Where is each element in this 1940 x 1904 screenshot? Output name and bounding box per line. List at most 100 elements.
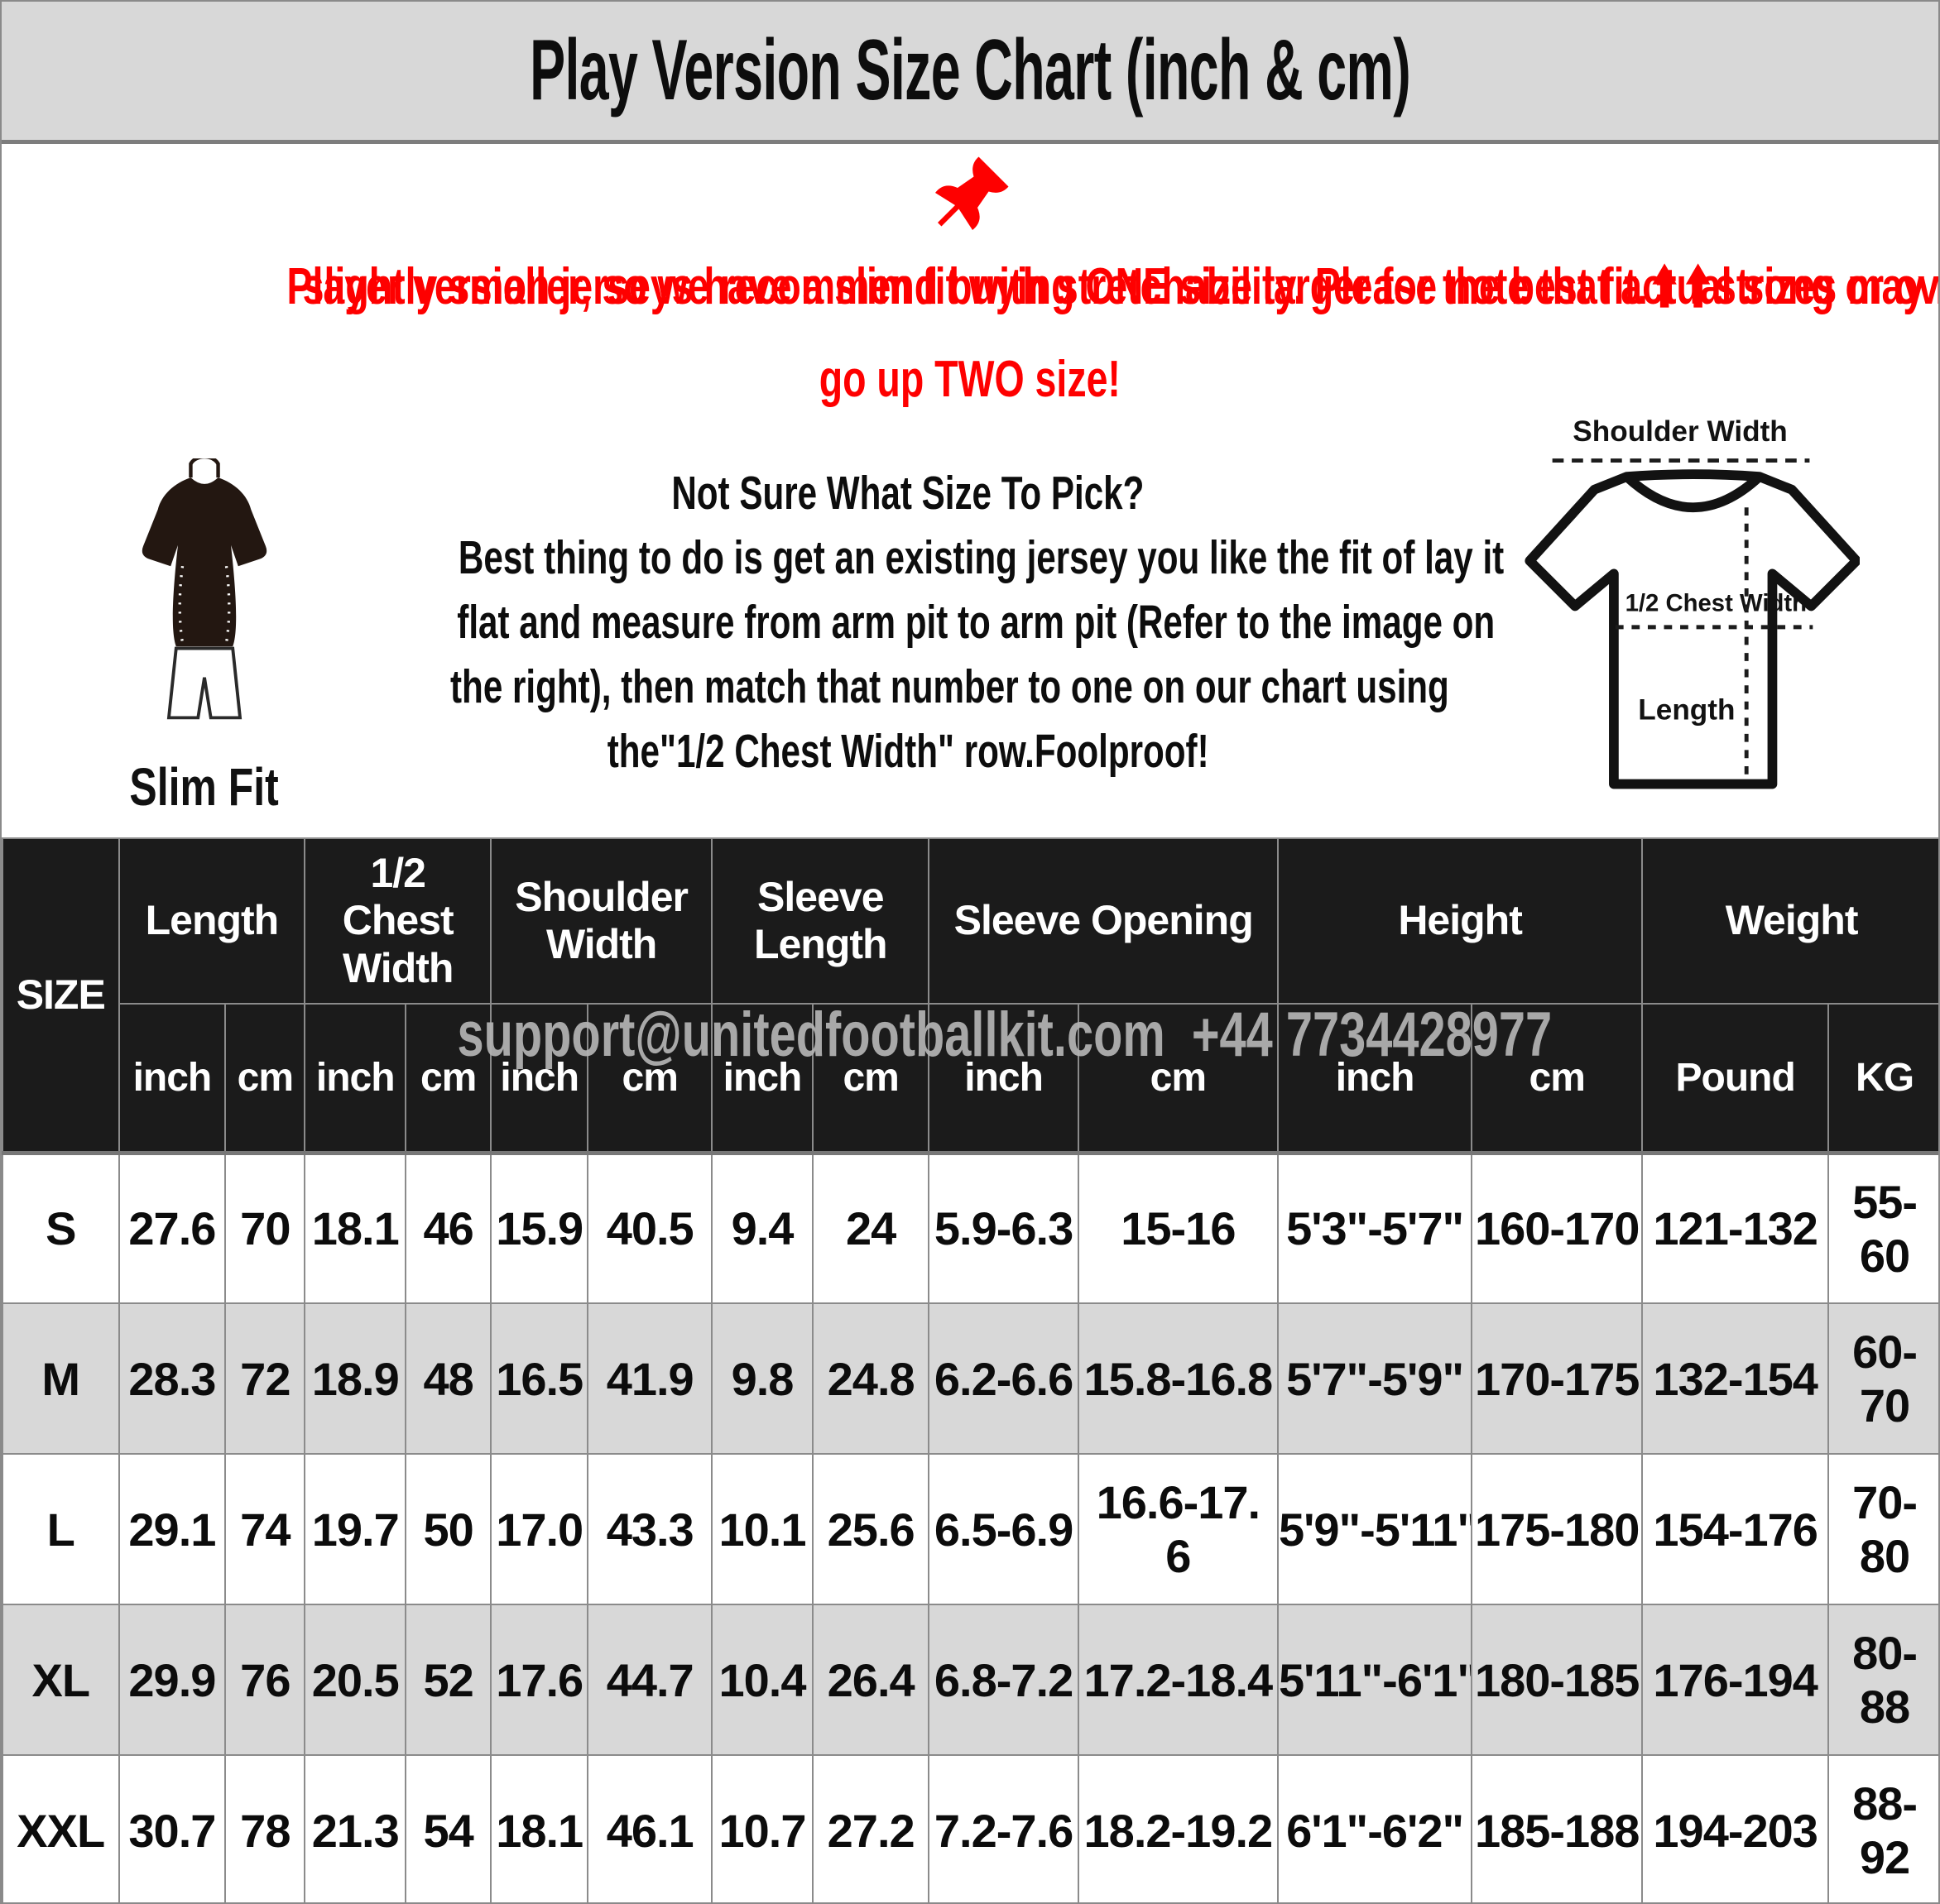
slim-fit-icon bbox=[142, 458, 267, 720]
col-group-sleeve-opening: Sleeve Opening bbox=[928, 837, 1279, 1005]
cell: 27.6 bbox=[118, 1150, 227, 1304]
unit-header: cm bbox=[811, 1003, 930, 1153]
col-group-weight: Weight bbox=[1641, 837, 1938, 1005]
cell: 176-194 bbox=[1641, 1604, 1830, 1756]
cell: 28.3 bbox=[118, 1302, 227, 1455]
cell: 29.9 bbox=[118, 1604, 227, 1756]
guide-heading-text: Not Sure What Size To Pick? bbox=[671, 467, 1145, 520]
page-title: Play Version Size Chart (inch & cm) bbox=[529, 22, 1411, 118]
unit-header: cm bbox=[224, 1003, 306, 1153]
up-arrow-icon bbox=[1683, 246, 1712, 308]
cell: 26.4 bbox=[811, 1604, 930, 1756]
size-table: SIZE Length 1/2 Chest Width Shoulder Wid… bbox=[2, 837, 1938, 1902]
diagram-shoulder-label: Shoulder Width bbox=[1573, 415, 1788, 448]
guide-line: the"1/2 Chest Width" row.Foolproof! bbox=[275, 719, 1541, 784]
cell: 74 bbox=[224, 1453, 306, 1605]
cell: 5'11"-6'1" bbox=[1276, 1604, 1473, 1756]
cell: 29.1 bbox=[118, 1453, 227, 1605]
up-arrow-icon bbox=[1650, 246, 1679, 308]
cell: 43.3 bbox=[587, 1453, 713, 1605]
cell: 72 bbox=[224, 1302, 306, 1455]
cell: 6.5-6.9 bbox=[928, 1453, 1079, 1605]
notice-text-2a: slightly smaller, so we recommend buying… bbox=[302, 258, 1648, 315]
slim-fit-label-text: Slim Fit bbox=[129, 757, 280, 817]
cell: 10.4 bbox=[711, 1604, 814, 1756]
title-band: Play Version Size Chart (inch & cm) bbox=[2, 2, 1938, 144]
guide-line: flat and measure from arm pit to arm pit… bbox=[275, 590, 1541, 655]
slim-fit-figure: Slim Fit bbox=[80, 458, 329, 818]
diagram-chest-label: 1/2 Chest Width bbox=[1625, 589, 1807, 616]
cell: 194-203 bbox=[1641, 1754, 1830, 1902]
cell: 70-80 bbox=[1827, 1453, 1938, 1605]
unit-header: inch bbox=[928, 1003, 1079, 1153]
cell: 20.5 bbox=[304, 1604, 407, 1756]
table-row-xxl: XXL 30.7 78 21.3 54 18.1 46.1 10.7 27.2 … bbox=[2, 1754, 1938, 1902]
diagram-length-label: Length bbox=[1638, 693, 1735, 726]
col-group-shoulder: Shoulder Width bbox=[490, 837, 713, 1005]
cell: 18.1 bbox=[490, 1754, 589, 1902]
cell: 15-16 bbox=[1077, 1150, 1279, 1304]
col-group-chest: 1/2 Chest Width bbox=[304, 837, 492, 1005]
cell: 46 bbox=[405, 1150, 492, 1304]
guide-heading: Not Sure What Size To Pick? bbox=[275, 461, 1541, 525]
unit-header: inch bbox=[490, 1003, 589, 1153]
cell: 5'9"-5'11" bbox=[1276, 1453, 1473, 1605]
cell: 16.5 bbox=[490, 1302, 589, 1455]
cell: 18.1 bbox=[304, 1150, 407, 1304]
cell: 70 bbox=[224, 1150, 306, 1304]
cell: 18.2-19.2 bbox=[1077, 1754, 1279, 1902]
table-row-xl: XL 29.9 76 20.5 52 17.6 44.7 10.4 26.4 6… bbox=[2, 1604, 1938, 1756]
cell: 16.6-17. 6 bbox=[1077, 1453, 1279, 1605]
row-size-label: L bbox=[2, 1453, 120, 1605]
notice-line-2-inner: slightly smaller, so we recommend buying… bbox=[302, 241, 1938, 333]
table-row-s: S 27.6 70 18.1 46 15.9 40.5 9.4 24 5.9-6… bbox=[2, 1150, 1938, 1304]
cell: 9.4 bbox=[711, 1150, 814, 1304]
cell: 160-170 bbox=[1471, 1150, 1644, 1304]
pushpin-icon bbox=[933, 153, 1012, 233]
cell: 10.1 bbox=[711, 1453, 814, 1605]
unit-header: inch bbox=[118, 1003, 227, 1153]
cell: 25.6 bbox=[811, 1453, 930, 1605]
guide-line-text: the"1/2 Chest Width" row.Foolproof! bbox=[607, 725, 1209, 778]
col-group-height: Height bbox=[1276, 837, 1644, 1005]
cell: 15.9 bbox=[490, 1150, 589, 1304]
unit-header: inch bbox=[304, 1003, 407, 1153]
cell: 17.0 bbox=[490, 1453, 589, 1605]
row-size-label: M bbox=[2, 1302, 120, 1455]
unit-header: Pound bbox=[1641, 1003, 1830, 1153]
guide-line: the right), then match that number to on… bbox=[275, 655, 1541, 719]
col-group-sleeve-length: Sleeve Length bbox=[711, 837, 930, 1005]
cell: 55-60 bbox=[1827, 1150, 1938, 1304]
size-guide-text: Not Sure What Size To Pick? Best thing t… bbox=[275, 461, 1541, 784]
cell: 78 bbox=[224, 1754, 306, 1902]
cell: 54 bbox=[405, 1754, 492, 1902]
cell: 5.9-6.3 bbox=[928, 1150, 1079, 1304]
cell: 132-154 bbox=[1641, 1302, 1830, 1455]
notice-line-3: go up TWO size! bbox=[2, 333, 1938, 426]
row-size-label: XXL bbox=[2, 1754, 120, 1902]
notice-line-1: Player version jerseys have a slim fit w… bbox=[2, 148, 1938, 315]
cell: 15.8-16.8 bbox=[1077, 1302, 1279, 1455]
cell: 50 bbox=[405, 1453, 492, 1605]
cell: 185-188 bbox=[1471, 1754, 1644, 1902]
unit-header: cm bbox=[405, 1003, 492, 1153]
cell: 27.2 bbox=[811, 1754, 930, 1902]
cell: 175-180 bbox=[1471, 1453, 1644, 1605]
unit-header: inch bbox=[1276, 1003, 1473, 1153]
cell: 9.8 bbox=[711, 1302, 814, 1455]
cell: 48 bbox=[405, 1302, 492, 1455]
row-size-label: XL bbox=[2, 1604, 120, 1756]
cell: 46.1 bbox=[587, 1754, 713, 1902]
guide-line: Best thing to do is get an existing jers… bbox=[275, 525, 1541, 590]
cell: 21.3 bbox=[304, 1754, 407, 1902]
cell: 17.6 bbox=[490, 1604, 589, 1756]
cell: 18.9 bbox=[304, 1302, 407, 1455]
cell: 5'3"-5'7" bbox=[1276, 1150, 1473, 1304]
cell: 17.2-18.4 bbox=[1077, 1604, 1279, 1756]
cell: 24 bbox=[811, 1150, 930, 1304]
notice-line-2: slightly smaller, so we recommend buying… bbox=[2, 241, 1938, 333]
cell: 88-92 bbox=[1827, 1754, 1938, 1902]
cell: 170-175 bbox=[1471, 1302, 1644, 1455]
cell: 76 bbox=[224, 1604, 306, 1756]
